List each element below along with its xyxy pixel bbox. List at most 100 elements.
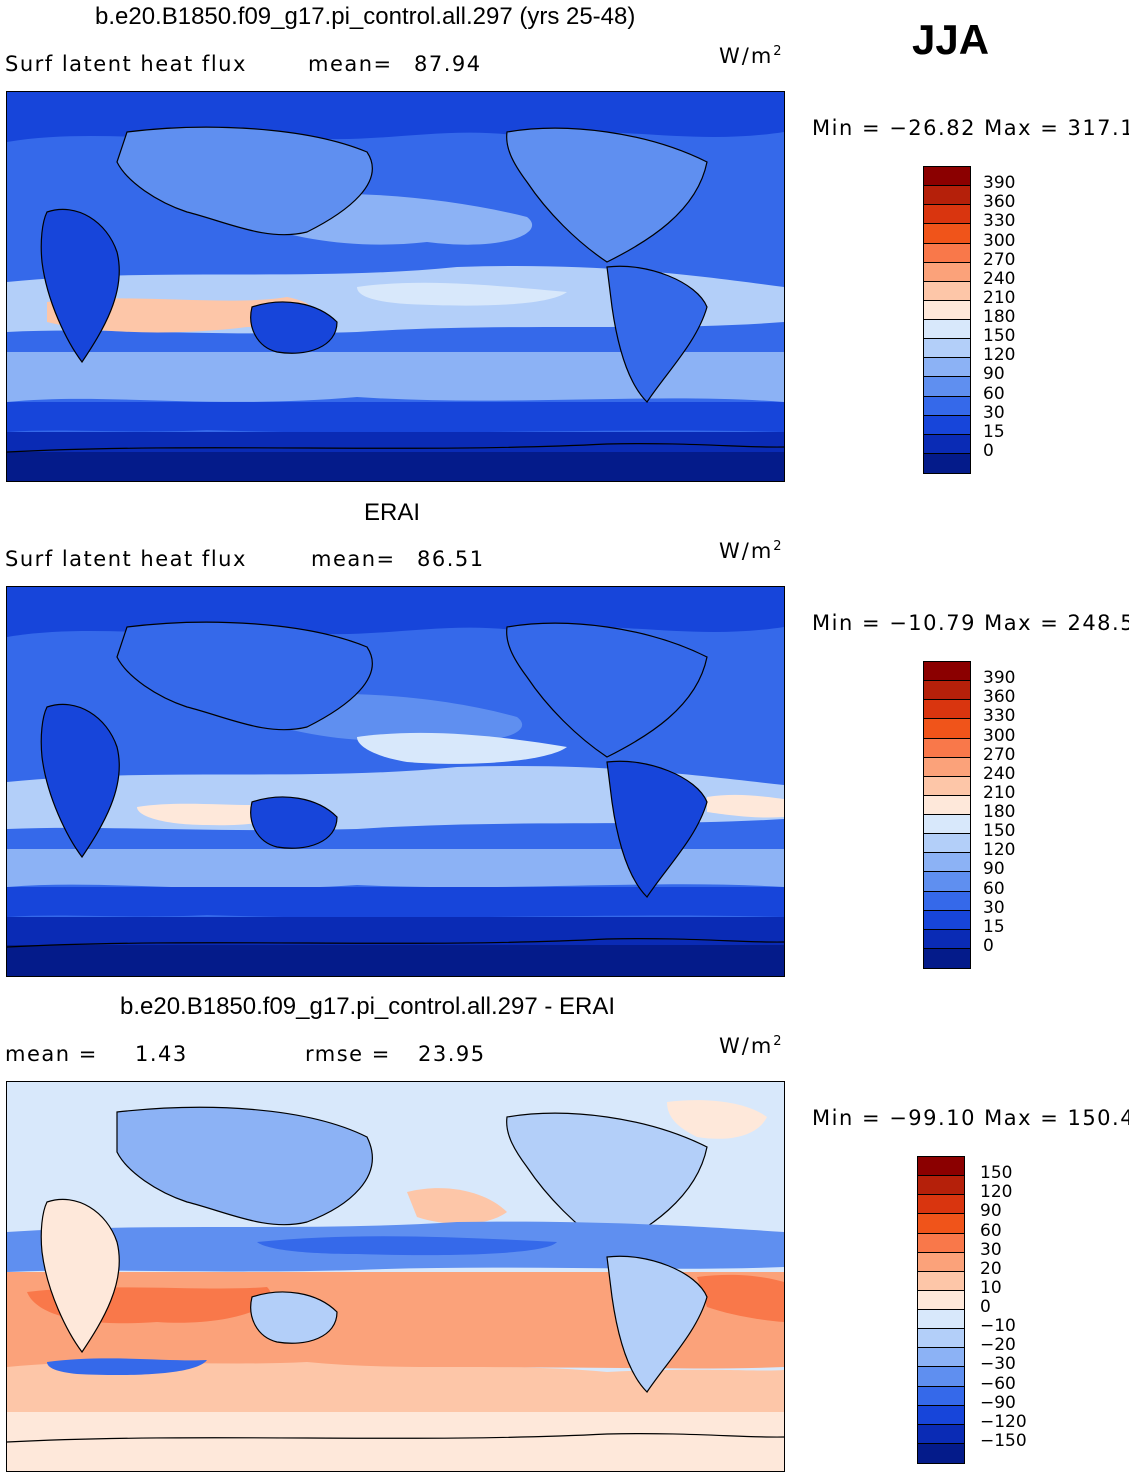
colorbar-cell [924, 795, 970, 815]
panel-3-units: W/m2 [719, 1034, 782, 1058]
panel-3-colorbar [917, 1156, 965, 1464]
colorbar-tick-label: −120 [980, 1411, 1027, 1432]
colorbar-cell [924, 339, 970, 359]
colorbar-tick-label: 180 [983, 307, 1016, 327]
colorbar-cell [924, 358, 970, 378]
colorbar-cell [924, 167, 970, 187]
colorbar-tick-label: 10 [980, 1277, 1002, 1298]
panel-1-variable-label: Surf latent heat flux [5, 52, 247, 76]
colorbar-tick-label: 15 [983, 916, 1005, 937]
colorbar-tick-label: 90 [980, 1201, 1002, 1222]
colorbar-cell [924, 662, 970, 682]
panel-2-mean-label: mean= [311, 547, 396, 571]
colorbar-tick-label: 120 [983, 345, 1016, 366]
colorbar-cell [918, 1443, 964, 1463]
colorbar-tick-label: 360 [983, 192, 1016, 213]
panel-2-variable-label: Surf latent heat flux [5, 547, 247, 571]
colorbar-cell [918, 1386, 964, 1406]
colorbar-cell [918, 1329, 964, 1349]
colorbar-cell [918, 1195, 964, 1215]
panel-1-title: b.e20.B1850.f09_g17.pi_control.all.297 (… [95, 3, 636, 30]
panel-3-map [6, 1081, 785, 1472]
colorbar-tick-label: 60 [983, 878, 1005, 899]
colorbar-cell [924, 853, 970, 873]
colorbar-tick-label: −30 [980, 1354, 1016, 1375]
panel-2-map [6, 586, 785, 977]
colorbar-tick-label: 150 [983, 326, 1016, 347]
colorbar-cell [918, 1290, 964, 1310]
panel-1-colorbar [923, 166, 971, 474]
panel-3-mean-label: mean = [5, 1042, 98, 1066]
colorbar-tick-label: 240 [983, 268, 1016, 289]
colorbar-tick-label: 330 [983, 706, 1016, 727]
colorbar-cell [918, 1252, 964, 1272]
panel-1-contour-field [7, 92, 784, 481]
colorbar-cell [918, 1348, 964, 1368]
colorbar-tick-label: 0 [983, 440, 994, 461]
colorbar-cell [924, 700, 970, 720]
colorbar-cell [924, 396, 970, 416]
colorbar-tick-label: 180 [983, 802, 1016, 822]
colorbar-cell [924, 300, 970, 320]
colorbar-cell [924, 681, 970, 701]
panel-1-units: W/m2 [719, 44, 782, 68]
colorbar-cell [924, 834, 970, 854]
colorbar-cell [918, 1157, 964, 1177]
panel-3-rmse-label: rmse = [305, 1042, 391, 1066]
colorbar-tick-label: −150 [980, 1430, 1027, 1451]
colorbar-cell [924, 281, 970, 301]
colorbar-cell [918, 1310, 964, 1330]
colorbar-cell [924, 262, 970, 282]
colorbar-tick-label: 300 [983, 725, 1016, 746]
season-label: JJA [912, 16, 990, 63]
colorbar-tick-label: 30 [983, 897, 1005, 918]
colorbar-cell [924, 948, 970, 968]
colorbar-cell [918, 1214, 964, 1234]
colorbar-tick-label: 20 [980, 1258, 1002, 1279]
colorbar-tick-label: 150 [980, 1163, 1013, 1184]
colorbar-cell [924, 320, 970, 340]
colorbar-cell [924, 872, 970, 892]
colorbar-tick-label: 210 [983, 287, 1016, 308]
panel-3-min-max: Min = −99.10 Max = 150.45 [812, 1106, 1129, 1130]
colorbar-tick-label: 300 [983, 230, 1016, 251]
colorbar-cell [918, 1233, 964, 1253]
colorbar-cell [924, 243, 970, 263]
colorbar-tick-label: 60 [980, 1220, 1002, 1241]
panel-1-mean-value: 87.94 [414, 52, 482, 76]
colorbar-cell [924, 929, 970, 949]
colorbar-tick-label: 210 [983, 782, 1016, 803]
colorbar-tick-label: 15 [983, 421, 1005, 442]
colorbar-cell [924, 224, 970, 244]
panel-1-mean-label: mean= [308, 52, 393, 76]
panel-3-rmse-value: 23.95 [418, 1042, 486, 1066]
colorbar-tick-label: 0 [983, 935, 994, 956]
colorbar-tick-label: 30 [983, 402, 1005, 423]
colorbar-cell [924, 377, 970, 397]
colorbar-tick-label: 270 [983, 249, 1016, 270]
colorbar-tick-label: 90 [983, 364, 1005, 385]
colorbar-tick-label: −20 [980, 1335, 1016, 1356]
colorbar-tick-label: −60 [980, 1373, 1016, 1394]
panel-2-contour-field [7, 587, 784, 976]
panel-2-mean-value: 86.51 [417, 547, 485, 571]
colorbar-tick-label: −10 [980, 1316, 1016, 1337]
colorbar-tick-label: 90 [983, 859, 1005, 880]
colorbar-cell [918, 1367, 964, 1387]
colorbar-tick-label: 390 [983, 173, 1016, 194]
panel-3-contour-field [7, 1082, 784, 1471]
panel-2-min-max: Min = −10.79 Max = 248.56 [812, 611, 1129, 635]
colorbar-cell [924, 776, 970, 796]
panel-2-colorbar [923, 661, 971, 969]
colorbar-tick-label: 30 [980, 1239, 1002, 1260]
colorbar-cell [924, 186, 970, 206]
colorbar-cell [918, 1405, 964, 1425]
colorbar-cell [924, 910, 970, 930]
colorbar-tick-label: 330 [983, 211, 1016, 232]
colorbar-tick-label: 60 [983, 383, 1005, 404]
colorbar-tick-label: 390 [983, 668, 1016, 689]
colorbar-tick-label: 270 [983, 744, 1016, 765]
colorbar-tick-label: 150 [983, 821, 1016, 842]
colorbar-cell [918, 1176, 964, 1196]
colorbar-cell [924, 738, 970, 758]
